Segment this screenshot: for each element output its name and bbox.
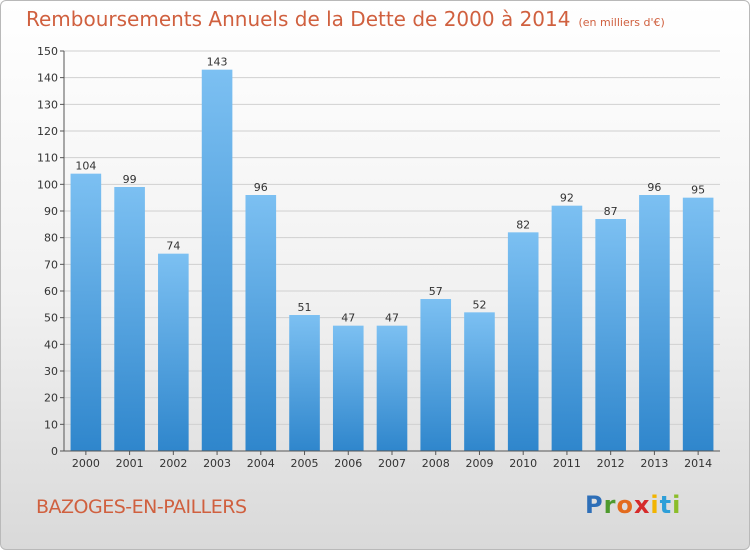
x-tick-label-2000: 2000 bbox=[72, 457, 100, 470]
x-tick-label-2006: 2006 bbox=[334, 457, 362, 470]
value-label-2002: 74 bbox=[166, 240, 180, 253]
bar-2005 bbox=[289, 315, 320, 451]
value-label-2005: 51 bbox=[298, 301, 312, 314]
y-tick-label: 50 bbox=[44, 312, 58, 325]
bar-2007 bbox=[376, 325, 408, 451]
commune-name: BAZOGES-EN-PAILLERS bbox=[36, 496, 247, 518]
bar-2010 bbox=[507, 232, 539, 451]
logo-letter: x bbox=[633, 491, 651, 519]
bar-2009 bbox=[464, 312, 495, 451]
bar-2013 bbox=[639, 195, 670, 451]
bar-2000 bbox=[70, 173, 102, 451]
bar-2001 bbox=[114, 187, 145, 451]
x-tick-label-2012: 2012 bbox=[597, 457, 625, 470]
logo-letter: r bbox=[603, 491, 617, 519]
x-tick-label-2002: 2002 bbox=[159, 457, 187, 470]
value-label-2003: 143 bbox=[207, 56, 228, 69]
bar-2011 bbox=[551, 205, 583, 451]
chart-title: Remboursements Annuels de la Dette de 20… bbox=[26, 7, 665, 31]
y-tick-label: 140 bbox=[37, 72, 58, 85]
bar-2008 bbox=[420, 299, 452, 451]
title-text: Remboursements Annuels de la Dette de 20… bbox=[26, 7, 571, 31]
y-tick-label: 10 bbox=[44, 418, 58, 431]
value-label-2010: 82 bbox=[516, 218, 530, 231]
axes bbox=[60, 50, 720, 455]
y-tick-label: 30 bbox=[44, 365, 58, 378]
bar-2003 bbox=[201, 69, 233, 452]
value-label-2012: 87 bbox=[604, 205, 618, 218]
bars bbox=[70, 69, 714, 452]
bar-2014 bbox=[682, 197, 714, 451]
bar-2002 bbox=[158, 253, 189, 451]
x-tick-label-2007: 2007 bbox=[378, 457, 406, 470]
y-tick-label: 0 bbox=[51, 445, 58, 458]
logo-letter: t bbox=[659, 491, 673, 519]
y-tick-label: 90 bbox=[44, 205, 58, 218]
y-tick-label: 40 bbox=[44, 338, 58, 351]
y-tick-label: 70 bbox=[44, 258, 58, 271]
value-label-2014: 95 bbox=[691, 184, 705, 197]
logo-letter: P bbox=[585, 491, 604, 519]
x-tick-label-2001: 2001 bbox=[116, 457, 144, 470]
value-label-2007: 47 bbox=[385, 312, 399, 325]
labels: 0 10 20 30 40 50 60 70 80 90 100 110 120 130 140 150 104… bbox=[37, 45, 712, 470]
logo-letter: o bbox=[616, 491, 634, 519]
logo-letter: i bbox=[650, 491, 660, 519]
proxiti-logo: Proxiti bbox=[585, 491, 681, 519]
x-tick-label-2005: 2005 bbox=[291, 457, 319, 470]
value-label-2004: 96 bbox=[254, 181, 268, 194]
y-tick-label: 150 bbox=[37, 45, 58, 58]
y-tick-label: 120 bbox=[37, 125, 58, 138]
value-label-2000: 104 bbox=[75, 160, 96, 173]
y-tick-label: 100 bbox=[37, 178, 58, 191]
value-label-2006: 47 bbox=[341, 312, 355, 325]
value-label-2011: 92 bbox=[560, 192, 574, 205]
y-tick-label: 80 bbox=[44, 232, 58, 245]
x-tick-label-2011: 2011 bbox=[553, 457, 581, 470]
bar-2012 bbox=[595, 219, 626, 451]
y-tick-label: 110 bbox=[37, 152, 58, 165]
x-tick-label-2013: 2013 bbox=[640, 457, 668, 470]
chart-subtitle: (en milliers d'€) bbox=[578, 16, 665, 29]
value-label-2001: 99 bbox=[123, 173, 137, 186]
value-label-2008: 57 bbox=[429, 285, 443, 298]
x-tick-label-2008: 2008 bbox=[422, 457, 450, 470]
y-tick-label: 20 bbox=[44, 392, 58, 405]
x-tick-label-2014: 2014 bbox=[684, 457, 712, 470]
value-label-2009: 52 bbox=[472, 298, 486, 311]
x-tick-label-2010: 2010 bbox=[509, 457, 537, 470]
x-tick-label-2004: 2004 bbox=[247, 457, 275, 470]
value-label-2013: 96 bbox=[647, 181, 661, 194]
x-tick-label-2009: 2009 bbox=[465, 457, 493, 470]
y-tick-label: 60 bbox=[44, 285, 58, 298]
logo-letter: i bbox=[672, 491, 682, 519]
bar-2006 bbox=[332, 325, 364, 451]
y-tick-label: 130 bbox=[37, 98, 58, 111]
x-tick-label-2003: 2003 bbox=[203, 457, 231, 470]
bar-2004 bbox=[245, 195, 277, 451]
